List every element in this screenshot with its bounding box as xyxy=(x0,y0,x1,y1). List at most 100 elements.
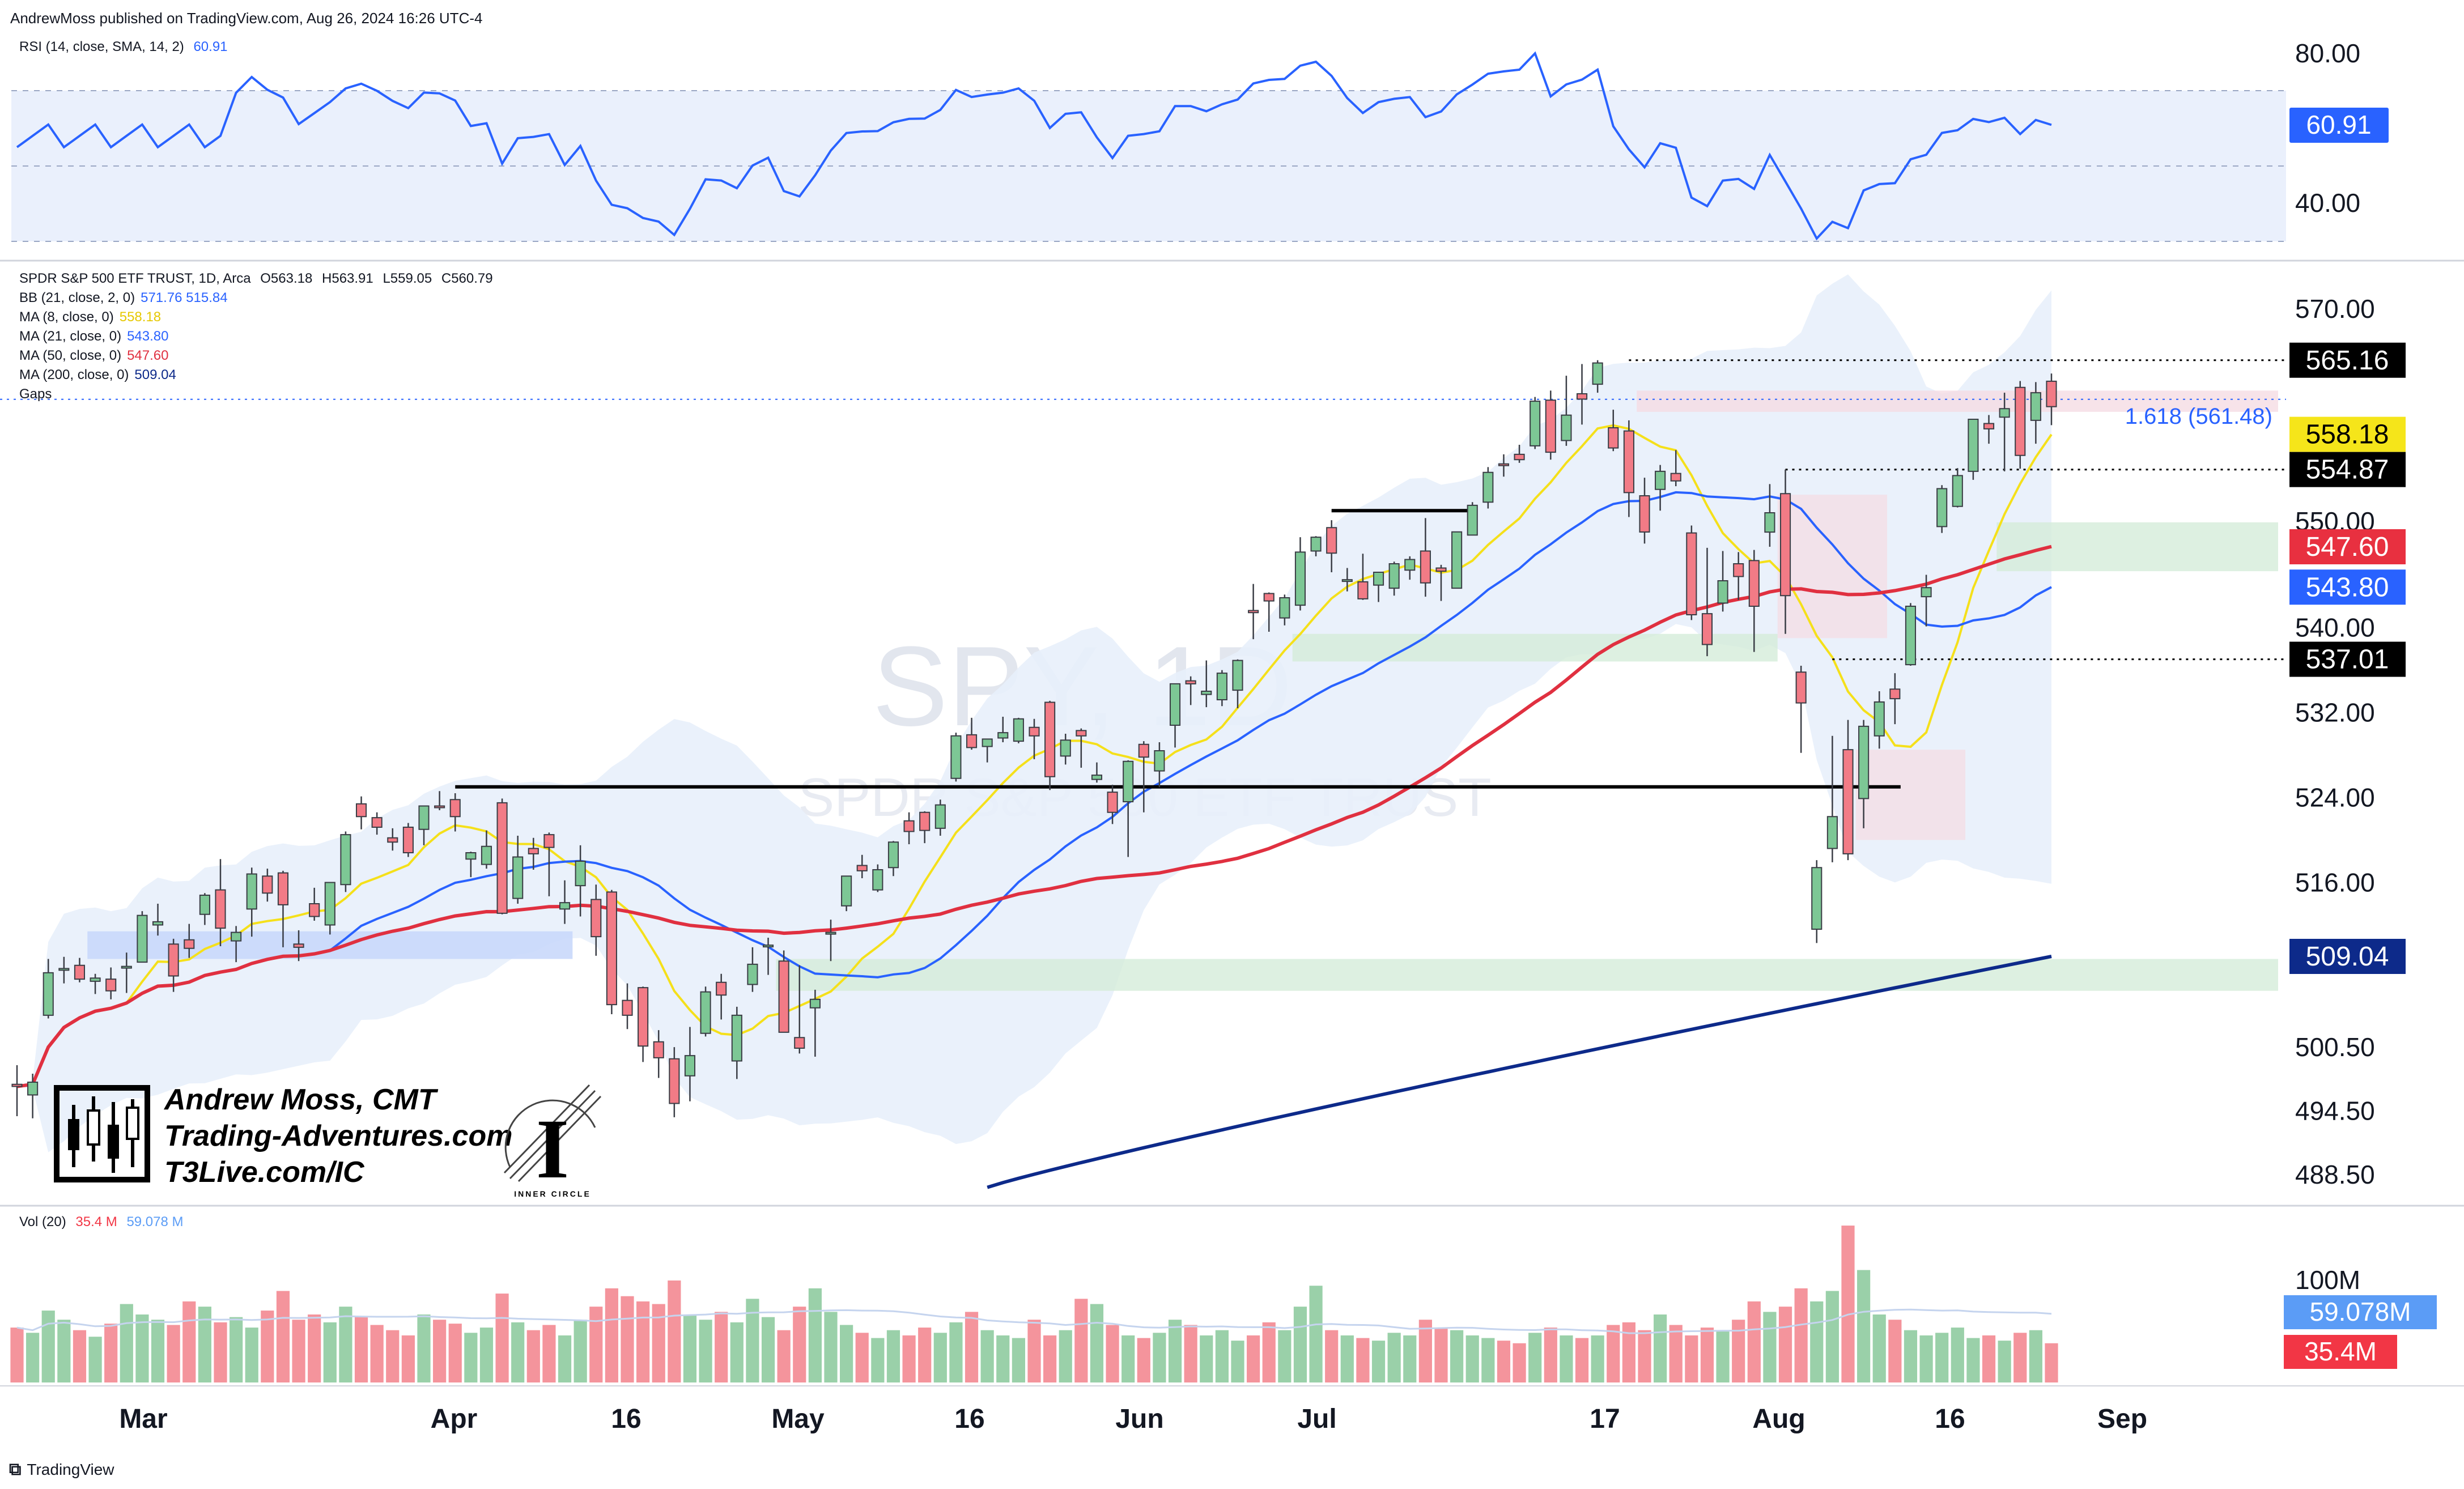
volume-bar xyxy=(1716,1330,1730,1382)
brand-line-1: Andrew Moss, CMT xyxy=(163,1083,439,1116)
candles xyxy=(11,360,2057,1118)
volume-bar xyxy=(699,1320,712,1382)
rsi-axis-label-40: 40.00 xyxy=(2295,188,2360,218)
candle xyxy=(215,859,226,946)
volume-bar xyxy=(1825,1291,1839,1382)
volume-bar xyxy=(276,1291,290,1382)
candle xyxy=(121,952,132,993)
candle xyxy=(1013,717,1024,743)
price-axis-label: 494.50 xyxy=(2295,1096,2375,1126)
candle xyxy=(74,958,86,982)
volume-bar xyxy=(1200,1335,1213,1382)
svg-text:509.04: 509.04 xyxy=(2306,942,2389,972)
candle xyxy=(950,733,962,782)
candle xyxy=(825,920,836,962)
volume-bar xyxy=(980,1330,994,1382)
volume-bar xyxy=(495,1294,509,1382)
candle xyxy=(778,950,789,1033)
volume-bar xyxy=(10,1328,24,1382)
volume-bar xyxy=(1418,1320,1432,1382)
gap-zone-green-low xyxy=(776,959,2278,991)
candle xyxy=(966,717,978,750)
candle xyxy=(1748,550,1760,652)
volume-bar xyxy=(1309,1286,1323,1382)
volume-bar xyxy=(1998,1341,2011,1382)
brand-line-2: Trading-Adventures.com xyxy=(164,1120,512,1152)
indicator-gaps: Gaps xyxy=(19,386,52,402)
candle xyxy=(231,926,242,963)
brand-line-3: T3Live.com/IC xyxy=(164,1156,365,1189)
ma200-line xyxy=(987,955,2052,1189)
price-tag: 554.87 xyxy=(2289,452,2406,487)
price-tags: 565.16 558.18 554.87 547.60 543.80 537.01 509.… xyxy=(2289,342,2406,974)
volume-bar xyxy=(1919,1335,1933,1382)
gap-zone-green-high xyxy=(1996,522,2278,572)
volume-bar xyxy=(198,1307,211,1382)
rsi-legend-label: RSI (14, close, SMA, 14, 2) xyxy=(19,39,184,54)
candle xyxy=(700,986,711,1037)
volume-bar xyxy=(777,1330,791,1382)
volume-bar xyxy=(621,1296,634,1382)
candle xyxy=(1608,410,1619,452)
volume-bar xyxy=(996,1335,1010,1382)
volume-bar xyxy=(1074,1299,1088,1382)
volume-bar xyxy=(542,1325,556,1382)
fib-label: 1.618 (561.48) xyxy=(2125,404,2272,429)
candle xyxy=(1545,390,1556,460)
volume-bar xyxy=(401,1335,415,1382)
volume-bar xyxy=(840,1325,853,1382)
volume-bar xyxy=(1638,1330,1651,1382)
volume-bar xyxy=(2029,1330,2042,1382)
candle xyxy=(449,793,461,832)
candle xyxy=(496,798,508,914)
inner-circle-seal: I INNER CIRCLE xyxy=(503,1084,602,1198)
volume-bar xyxy=(1059,1330,1072,1382)
candle xyxy=(1263,592,1275,632)
candle xyxy=(747,947,758,992)
rsi-line xyxy=(16,51,2052,241)
volume-bar xyxy=(526,1330,540,1382)
gap-zone-pink-aug xyxy=(1855,750,1966,840)
volume-bar xyxy=(73,1330,87,1382)
volume-bar xyxy=(323,1322,337,1382)
volume-bar xyxy=(261,1311,274,1382)
volume-bar xyxy=(855,1333,869,1382)
candle xyxy=(1655,465,1666,511)
candle xyxy=(1733,552,1744,600)
volume-bar xyxy=(1497,1341,1511,1382)
volume-bar xyxy=(886,1330,900,1382)
gap-zones xyxy=(87,390,2278,991)
time-axis-label: 17 xyxy=(1590,1404,1620,1434)
candle xyxy=(1514,445,1525,463)
candle xyxy=(137,911,148,963)
volume-bar xyxy=(245,1328,258,1382)
candle xyxy=(1795,666,1807,753)
candle xyxy=(1811,860,1822,943)
candle xyxy=(1592,360,1603,393)
volume-bar xyxy=(1090,1304,1104,1382)
volume-bar xyxy=(2045,1343,2058,1382)
candle xyxy=(309,887,320,921)
candle xyxy=(27,1074,39,1118)
candle xyxy=(856,854,868,878)
candle xyxy=(1185,676,1196,705)
ohlc-close: C560.79 xyxy=(441,271,493,286)
candle xyxy=(716,973,727,1020)
volume-bar xyxy=(824,1312,838,1382)
volume-bar xyxy=(918,1328,932,1382)
volume-bar xyxy=(1607,1325,1620,1382)
candle xyxy=(1530,397,1541,449)
candle xyxy=(1216,670,1227,707)
volume-bar xyxy=(1872,1314,1886,1382)
candle xyxy=(653,1030,664,1078)
candle xyxy=(731,1006,742,1079)
rsi-legend: RSI (14, close, SMA, 14, 2) 60.91 xyxy=(19,37,228,57)
candle xyxy=(1357,554,1369,600)
candle xyxy=(638,986,649,1062)
volume-bar xyxy=(558,1335,572,1382)
candle xyxy=(1498,454,1510,477)
candle xyxy=(418,805,430,845)
time-axis-label: 16 xyxy=(611,1404,641,1434)
volume-legend: Vol (20) 35.4 M 59.078 M xyxy=(19,1213,184,1232)
volume-bar xyxy=(1043,1335,1057,1382)
